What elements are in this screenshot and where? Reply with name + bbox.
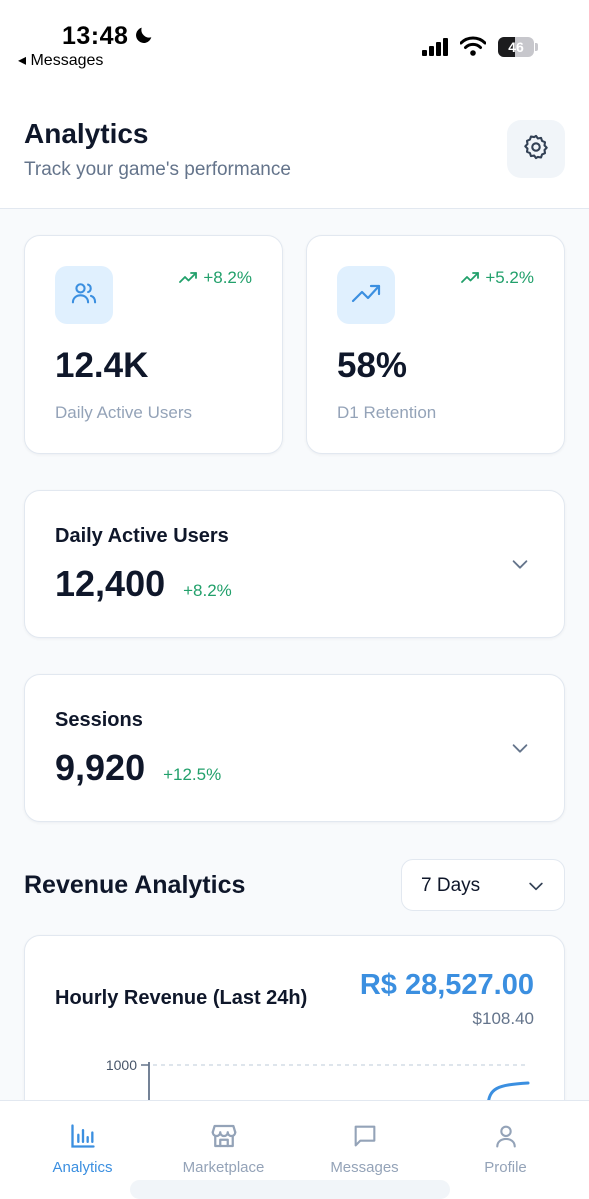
metric-change: +12.5% — [163, 765, 222, 784]
user-icon — [492, 1121, 520, 1151]
metric-value: 12,400 — [55, 563, 166, 604]
wifi-icon — [459, 36, 487, 61]
trending-up-icon — [461, 268, 480, 288]
status-time: 13:48 — [62, 22, 129, 50]
nav-label: Marketplace — [182, 1159, 265, 1176]
y-tick-label: 1000 — [106, 1057, 137, 1073]
metric-title: Sessions — [55, 709, 143, 731]
page-header: Analytics Track your game's performance — [0, 78, 589, 209]
revenue-sub-value: $108.40 — [472, 1009, 534, 1028]
page-title: Analytics — [24, 118, 149, 149]
metric-value: 9,920 — [55, 747, 146, 788]
metric-card-daily-active-users[interactable]: Daily Active Users 12,400 +8.2% — [24, 490, 565, 638]
home-indicator — [130, 1180, 450, 1199]
metric-title: Daily Active Users — [55, 525, 229, 547]
stat-label: Daily Active Users — [55, 403, 192, 422]
trending-up-icon — [351, 282, 381, 309]
stat-value: 58% — [337, 346, 408, 385]
nav-label: Profile — [484, 1159, 527, 1176]
stat-card-daily-active-users[interactable]: +8.2% 12.4K Daily Active Users — [24, 235, 283, 454]
time-range-value: 7 Days — [421, 875, 481, 896]
settings-button[interactable] — [507, 120, 565, 178]
store-icon — [209, 1121, 239, 1151]
cellular-signal-icon — [422, 38, 450, 61]
page-subtitle: Track your game's performance — [24, 159, 291, 180]
stat-label: D1 Retention — [337, 403, 437, 422]
stat-value: 12.4K — [55, 346, 149, 385]
nav-label: Messages — [330, 1159, 399, 1176]
stat-trend-value: +8.2% — [203, 268, 252, 287]
section-title-revenue: Revenue Analytics — [24, 871, 246, 899]
nav-item-profile[interactable]: Profile — [432, 1101, 579, 1199]
message-icon — [351, 1121, 379, 1151]
back-to-messages-link[interactable]: ◂ Messages — [18, 52, 104, 69]
chart-title: Hourly Revenue (Last 24h) — [55, 987, 308, 1009]
gear-icon — [522, 133, 550, 166]
stat-icon-container — [55, 266, 113, 324]
nav-item-analytics[interactable]: Analytics — [9, 1101, 156, 1199]
battery-percent: 46 — [508, 39, 524, 55]
metric-card-sessions[interactable]: Sessions 9,920 +12.5% — [24, 674, 565, 822]
bottom-nav: Analytics Marketplace Messages Profile — [0, 1100, 589, 1199]
stat-trend: +8.2% — [179, 268, 252, 288]
trending-up-icon — [179, 268, 198, 288]
nav-item-marketplace[interactable]: Marketplace — [150, 1101, 297, 1199]
bar-chart-icon — [69, 1121, 97, 1151]
chevron-down-icon[interactable] — [509, 553, 531, 580]
stat-card-d1-retention[interactable]: +5.2% 58% D1 Retention — [306, 235, 565, 454]
stat-trend-value: +5.2% — [485, 268, 534, 287]
chevron-down-icon[interactable] — [509, 737, 531, 764]
users-icon — [70, 279, 98, 312]
stat-trend: +5.2% — [461, 268, 534, 288]
nav-item-messages[interactable]: Messages — [291, 1101, 438, 1199]
time-range-dropdown[interactable]: 7 Days — [401, 859, 565, 911]
stat-icon-container — [337, 266, 395, 324]
moon-icon — [133, 24, 155, 51]
chevron-down-icon — [526, 876, 546, 901]
status-bar: 13:48 ◂ Messages 46 — [0, 0, 589, 78]
battery-indicator: 46 — [498, 37, 538, 57]
metric-change: +8.2% — [183, 581, 232, 600]
revenue-total: R$ 28,527.00 — [359, 969, 534, 1001]
nav-label: Analytics — [52, 1159, 113, 1176]
